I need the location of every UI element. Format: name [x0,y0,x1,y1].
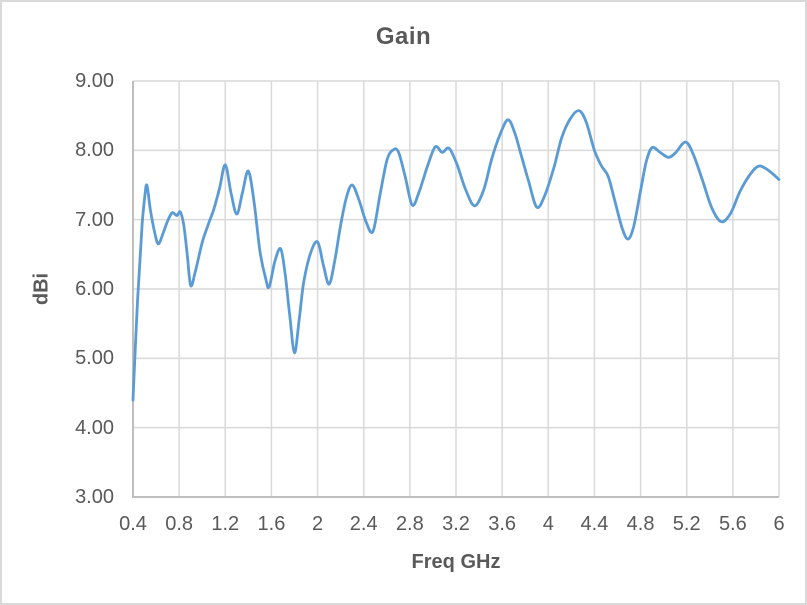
y-tick-label: 9.00 [75,70,114,92]
x-tick-label: 2 [312,513,324,535]
gain-series-line [131,109,781,402]
x-tick-label: 2.4 [349,513,378,535]
x-tick-label: 0.8 [165,513,194,535]
x-tick-label: 3.2 [442,513,470,535]
x-tick-label: 1.2 [211,513,240,535]
x-tick-label: 5.6 [718,513,747,535]
x-axis-title: Freq GHz [411,551,501,573]
y-tick-label: 7.00 [75,208,114,231]
x-tick-label: 2.8 [395,513,424,535]
y-tick-label: 6.00 [75,278,114,300]
y-tick-label: 5.00 [75,347,114,370]
x-tick-label: 4.4 [580,513,609,535]
y-tick-label: 8.00 [75,139,114,162]
chart-title: Gain [375,23,432,50]
x-tick-label: 5.2 [672,513,701,535]
y-tick-label: 4.00 [75,416,114,439]
x-tick-label: 1.6 [257,513,286,535]
y-tick-label: 3.00 [75,486,114,508]
x-tick-label: 6 [773,513,785,535]
y-axis-tick-labels: 3.00 4.00 5.00 6.00 7.00 8.00 9.00 [2,2,114,603]
x-tick-label: 4.8 [626,513,655,535]
x-tick-label: 3.6 [488,513,517,535]
x-tick-label: 0.4 [119,513,147,535]
x-tick-label: 4 [542,513,554,535]
x-axis-tick-labels: 0.4 0.8 1.2 1.6 2 2.4 2.8 3.2 3.6 4 4.4 4.8 5.2 5.6 6 [2,514,805,538]
